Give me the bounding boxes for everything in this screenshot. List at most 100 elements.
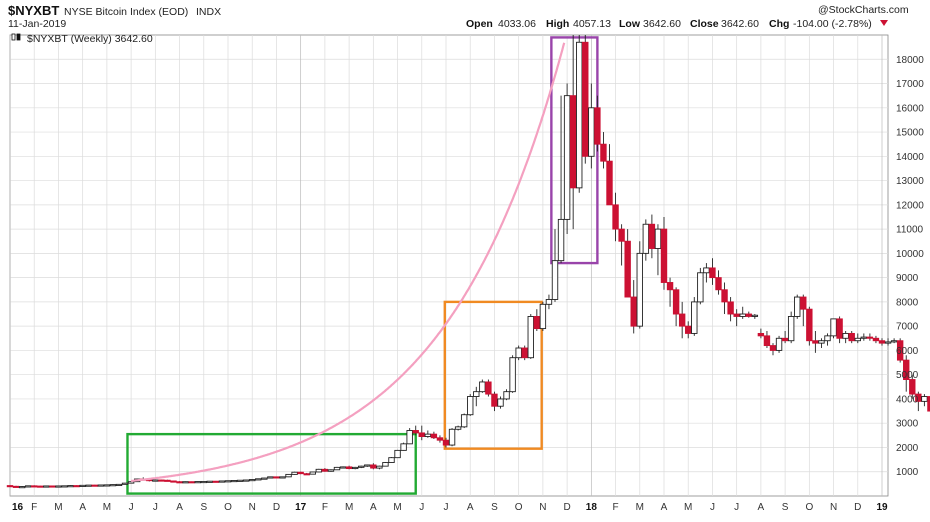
candle-body xyxy=(467,396,474,416)
chart-date: 11-Jan-2019 xyxy=(8,18,66,30)
y-tick-label: 13000 xyxy=(896,176,924,187)
chg-label: Chg xyxy=(769,18,789,30)
candle-body xyxy=(79,484,86,487)
x-tick-label: S xyxy=(782,502,789,513)
y-tick-label: 1000 xyxy=(896,467,919,478)
high-label: High xyxy=(546,18,569,30)
candle-body xyxy=(436,437,444,441)
candle-body xyxy=(67,485,74,488)
candle-body xyxy=(297,471,304,475)
candle-body xyxy=(103,484,111,487)
candle-body xyxy=(339,466,347,469)
candle-body xyxy=(812,340,819,344)
candle-body xyxy=(61,485,68,488)
candle-body xyxy=(454,426,462,430)
y-axis: 1000 2000 3000 4000 5000 6000 7000 8000 9000 1000… xyxy=(896,55,924,478)
green-highlight-box xyxy=(126,432,417,495)
x-tick-label: F xyxy=(613,502,619,513)
candle-body xyxy=(721,289,728,303)
x-tick-label: F xyxy=(31,502,37,513)
high-value: 4057.13 xyxy=(573,18,611,30)
candle-body xyxy=(6,485,14,488)
candle-body xyxy=(473,391,480,397)
candle-body xyxy=(255,478,262,481)
candle-body xyxy=(921,396,928,402)
close-value: 3642.60 xyxy=(721,18,759,30)
x-tick-label: J xyxy=(734,502,739,513)
x-tick-label: M xyxy=(345,502,353,513)
candle-body xyxy=(618,228,625,242)
x-tick-label: A xyxy=(758,502,765,513)
candle-body xyxy=(636,252,643,327)
y-tick-label: 4000 xyxy=(896,394,919,405)
chg-value: -104.00 (-2.78%) xyxy=(793,18,872,30)
x-tick-label: A xyxy=(467,502,474,513)
candle-body xyxy=(781,337,789,342)
candle-body xyxy=(612,204,619,230)
x-tick-label: 16 xyxy=(12,502,24,513)
candle-body xyxy=(727,301,734,315)
candle-body xyxy=(769,345,777,351)
x-tick-label: S xyxy=(491,502,498,513)
candle-body xyxy=(127,481,135,484)
candle-body xyxy=(448,428,456,446)
orange-highlight-box xyxy=(443,300,543,450)
x-tick-label: D xyxy=(563,502,570,513)
candle-body xyxy=(551,260,559,300)
y-tick-label: 11000 xyxy=(896,225,924,236)
candle-body xyxy=(418,432,425,438)
candle-body xyxy=(24,485,32,488)
candle-legend-icon xyxy=(11,33,21,41)
candle-body xyxy=(775,337,783,351)
trend-curve xyxy=(130,42,566,483)
grid xyxy=(9,34,889,497)
candle-body xyxy=(787,316,795,342)
candle-body xyxy=(394,449,401,459)
candle-body xyxy=(745,313,752,317)
candle-body xyxy=(715,277,722,291)
x-tick-label: D xyxy=(854,502,861,513)
candle-body xyxy=(890,340,898,343)
candle-body xyxy=(545,299,553,305)
candle-body xyxy=(267,476,274,479)
candle-body xyxy=(866,336,874,339)
candle-body xyxy=(485,381,492,395)
candle-body xyxy=(85,484,92,487)
x-tick-label: 17 xyxy=(295,502,307,513)
candle-body xyxy=(594,107,601,145)
candle-body xyxy=(630,296,637,327)
candles xyxy=(6,35,930,489)
y-tick-label: 10000 xyxy=(896,249,924,260)
candle-body xyxy=(460,414,468,428)
candle-body xyxy=(358,465,365,468)
candle-body xyxy=(242,479,250,482)
x-tick-label: J xyxy=(710,502,715,513)
candle-body xyxy=(430,433,438,439)
candle-body xyxy=(303,473,310,476)
candle-body xyxy=(43,485,50,488)
low-value: 3642.60 xyxy=(643,18,681,30)
x-tick-label: A xyxy=(370,502,377,513)
x-tick-label: A xyxy=(176,502,183,513)
x-tick-label: A xyxy=(79,502,86,513)
open-value: 4033.06 xyxy=(498,18,536,30)
candle-body xyxy=(848,332,855,342)
candle-body xyxy=(273,476,280,479)
x-tick-label: F xyxy=(322,502,328,513)
candle-body xyxy=(424,433,432,438)
candle-body xyxy=(557,218,565,262)
series-legend: $NYXBT (Weekly) 3642.60 xyxy=(27,33,153,45)
index-name: NYSE Bitcoin Index (EOD) xyxy=(64,6,188,18)
candle-body xyxy=(624,240,631,298)
candle-body xyxy=(654,228,662,249)
x-tick-label: M xyxy=(54,502,62,513)
candle-body xyxy=(569,95,577,189)
x-tick-label: S xyxy=(200,502,207,513)
candle-body xyxy=(382,462,389,467)
candle-body xyxy=(927,396,930,412)
x-tick-label: O xyxy=(805,502,813,513)
x-tick-label: A xyxy=(661,502,668,513)
source-credit: @StockCharts.com xyxy=(818,4,909,16)
candle-body xyxy=(563,95,571,220)
